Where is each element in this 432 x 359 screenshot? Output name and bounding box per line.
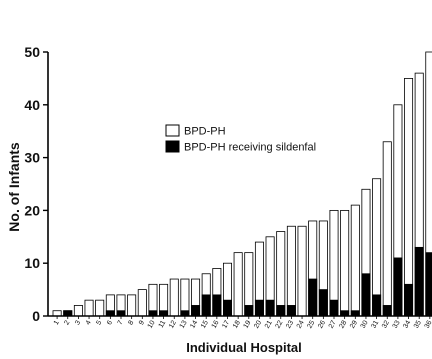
bar-bpd-ph xyxy=(340,209,350,317)
bar-sildenafil xyxy=(276,305,286,317)
x-tick-label: 24 xyxy=(296,319,306,329)
x-tick-label: 28 xyxy=(338,319,348,329)
legend-swatch-sildenafil xyxy=(165,140,180,153)
y-tick-label: 0 xyxy=(32,308,40,324)
x-tick-label: 35 xyxy=(413,319,423,329)
bar-sildenafil xyxy=(308,278,318,317)
x-tick-label: 9 xyxy=(138,319,146,326)
x-tick-label: 13 xyxy=(179,319,189,329)
y-tick-label: 20 xyxy=(24,202,40,218)
x-axis-label: Individual Hospital xyxy=(186,340,302,355)
bar-bpd-ph xyxy=(350,204,360,317)
x-tick-label: 29 xyxy=(349,319,359,329)
bar-sildenafil xyxy=(254,299,264,317)
legend-label-bpd-ph: BPD-PH xyxy=(184,126,226,138)
x-tick-label: 20 xyxy=(253,319,263,329)
bar-bpd-ph xyxy=(127,294,137,317)
x-tick-label: 5 xyxy=(95,319,103,326)
bar-bpd-ph xyxy=(382,141,392,317)
y-tick-label: 30 xyxy=(24,150,40,166)
bar-bpd-ph xyxy=(404,78,414,317)
bar-sildenafil xyxy=(404,283,414,317)
x-tick-label: 32 xyxy=(381,319,391,329)
y-tick-label: 50 xyxy=(24,44,40,60)
bar-sildenafil xyxy=(414,246,424,317)
bar-sildenafil xyxy=(201,294,211,317)
x-tick-label: 19 xyxy=(243,319,253,329)
legend-item-bpd-ph: BPD-PH xyxy=(165,124,226,138)
bar-bpd-ph xyxy=(297,225,307,317)
bar-bpd-ph xyxy=(286,225,296,317)
legend-item-sildenafil: BPD-PH receiving sildenfal xyxy=(165,140,316,154)
x-axis-ticks: 1 2 3 4 5 6 7 8 9 10 11 12 13 14 15 16 17 18 19 20 21 22 23 24 2… xyxy=(53,316,432,330)
x-tick-label: 6 xyxy=(106,319,114,326)
x-tick-label: 25 xyxy=(306,319,316,329)
bar-bpd-ph xyxy=(95,299,105,317)
x-tick-label: 7 xyxy=(117,319,125,326)
x-tick-label: 14 xyxy=(189,319,199,329)
x-tick-label: 22 xyxy=(275,319,285,329)
bar-bpd-ph xyxy=(233,252,243,317)
bar-sildenafil xyxy=(382,305,392,317)
plot-area xyxy=(52,51,432,317)
bar-sildenafil xyxy=(244,305,254,317)
x-tick-label: 3 xyxy=(74,319,82,326)
bar-sildenafil xyxy=(286,305,296,317)
x-tick-label: 23 xyxy=(285,319,295,329)
bar-sildenafil xyxy=(191,305,201,317)
bar-sildenafil xyxy=(265,299,275,317)
x-tick-label: 36 xyxy=(424,319,432,329)
bar-sildenafil xyxy=(393,257,403,317)
x-tick-label: 1 xyxy=(53,319,61,326)
x-tick-label: 10 xyxy=(147,319,157,329)
legend: BPD-PH BPD-PH receiving sildenfal xyxy=(165,124,316,154)
x-tick-label: 8 xyxy=(127,319,135,326)
bar-sildenafil xyxy=(425,252,432,317)
legend-label-sildenafil: BPD-PH receiving sildenfal xyxy=(184,142,316,154)
y-tick-label: 40 xyxy=(24,97,40,113)
x-tick-label: 12 xyxy=(168,319,178,329)
bar-sildenafil xyxy=(222,299,232,317)
bar-bpd-ph xyxy=(137,289,147,317)
x-tick-label: 21 xyxy=(264,319,274,329)
bar-bpd-ph xyxy=(169,278,179,317)
y-axis-ticks: 0 10 20 30 40 50 xyxy=(24,44,48,324)
x-tick-label: 27 xyxy=(328,319,338,329)
bar-sildenafil xyxy=(361,273,371,317)
bar-bpd-ph xyxy=(73,305,83,317)
y-axis-label: No. of Infants xyxy=(6,142,22,232)
bar-sildenafil xyxy=(318,289,328,317)
x-tick-label: 4 xyxy=(85,319,93,326)
bar-bpd-ph xyxy=(276,231,286,317)
x-tick-label: 16 xyxy=(211,319,221,329)
legend-swatch-bpd-ph xyxy=(165,124,180,137)
x-tick-label: 15 xyxy=(200,319,210,329)
x-tick-label: 18 xyxy=(232,319,242,329)
x-tick-label: 31 xyxy=(370,319,380,329)
x-tick-label: 34 xyxy=(402,319,412,329)
x-tick-label: 2 xyxy=(63,319,71,326)
bar-sildenafil xyxy=(212,294,222,317)
bar-bpd-ph xyxy=(84,299,94,317)
x-tick-label: 33 xyxy=(392,319,402,329)
x-tick-label: 11 xyxy=(158,319,168,329)
x-tick-label: 30 xyxy=(360,319,370,329)
x-tick-label: 17 xyxy=(221,319,231,329)
x-tick-label: 26 xyxy=(317,319,327,329)
bar-sildenafil xyxy=(372,294,382,317)
bar-sildenafil xyxy=(329,299,339,317)
y-tick-label: 10 xyxy=(24,255,40,271)
